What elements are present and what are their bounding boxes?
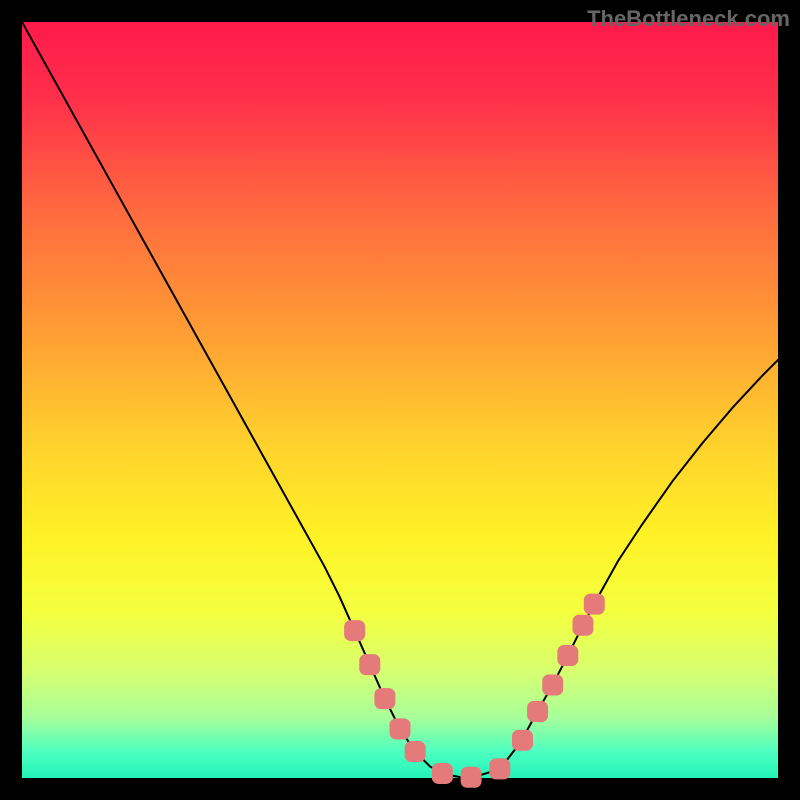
curve-marker: [461, 767, 481, 787]
curve-marker: [490, 759, 510, 779]
curve-marker: [558, 646, 578, 666]
curve-marker: [375, 689, 395, 709]
curve-marker: [573, 615, 593, 635]
source-watermark: TheBottleneck.com: [587, 6, 790, 32]
bottleneck-chart: [0, 0, 800, 800]
curve-marker: [360, 655, 380, 675]
curve-marker: [528, 701, 548, 721]
curve-marker: [405, 742, 425, 762]
curve-marker: [345, 621, 365, 641]
curve-marker: [584, 594, 604, 614]
chart-gradient-plot-area: [22, 22, 778, 778]
curve-marker: [512, 730, 532, 750]
chart-container: TheBottleneck.com: [0, 0, 800, 800]
curve-marker: [390, 719, 410, 739]
curve-marker: [543, 675, 563, 695]
curve-marker: [432, 763, 452, 783]
